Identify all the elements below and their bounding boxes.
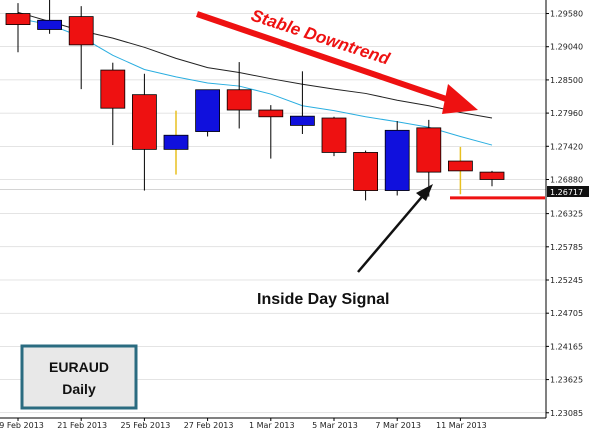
- signal-arrow: [357, 184, 433, 273]
- x-tick-label: 25 Feb 2013: [121, 421, 171, 430]
- candle: [479, 170, 505, 187]
- grid-lines: [0, 13, 546, 414]
- y-tick-label: 1.28500: [550, 76, 583, 85]
- y-tick-label: 1.27420: [550, 142, 583, 151]
- y-tick-label: 1.23085: [550, 409, 583, 418]
- candle: [416, 119, 442, 197]
- candle: [5, 3, 31, 53]
- candle-body: [447, 160, 473, 172]
- y-tick-label: 1.23625: [550, 376, 583, 385]
- x-tick-label: 11 Mar 2013: [436, 421, 487, 430]
- candle-body: [5, 13, 31, 25]
- candle-body: [195, 89, 221, 132]
- candle-body: [68, 16, 94, 46]
- candle-body: [37, 19, 62, 30]
- candle: [447, 146, 473, 195]
- current-price-tag-box: [547, 186, 589, 197]
- x-tick-label: 1 Mar 2013: [249, 421, 295, 430]
- y-tick-label: 1.24165: [550, 342, 583, 351]
- y-tick-label: 1.24705: [550, 309, 583, 318]
- x-tick-label: 5 Mar 2013: [312, 421, 358, 430]
- x-tick-label: 27 Feb 2013: [184, 421, 234, 430]
- x-axis: 19 Feb 2013 21 Feb 2013 25 Feb 2013 27 Feb …: [0, 418, 487, 430]
- candle: [100, 62, 126, 146]
- candle-body: [353, 152, 379, 191]
- moving-average-line: [17, 11, 493, 119]
- x-tick-label: 21 Feb 2013: [57, 421, 107, 430]
- symbol-badge-frame: [20, 344, 138, 410]
- moving-average-line: [17, 17, 493, 146]
- y-tick-label: 1.29040: [550, 43, 583, 52]
- moving-averages: [17, 11, 493, 146]
- candle: [289, 71, 315, 135]
- symbol-badge: EURAUD Daily: [20, 344, 138, 410]
- candle-body: [289, 115, 315, 126]
- x-tick-label: 7 Mar 2013: [375, 421, 421, 430]
- x-tick-label: 19 Feb 2013: [0, 421, 44, 430]
- candle-body: [100, 69, 126, 109]
- candle-body: [321, 117, 347, 153]
- candle: [384, 121, 410, 196]
- candle: [226, 62, 252, 129]
- candle-body: [226, 89, 252, 111]
- candle: [258, 105, 284, 159]
- candle-body: [258, 109, 284, 118]
- symbol-badge-timeframe: Daily: [62, 381, 96, 397]
- downtrend-arrow-head: [442, 84, 478, 114]
- candle-body: [416, 127, 442, 173]
- candles: [5, 0, 505, 201]
- signal-arrow-head: [416, 184, 433, 201]
- candle-body: [479, 171, 505, 180]
- candle: [195, 89, 221, 137]
- y-tick-label: 1.26880: [550, 175, 583, 184]
- signal-arrow-shaft: [357, 191, 427, 273]
- candle: [68, 6, 94, 90]
- candle: [163, 110, 189, 175]
- candle: [321, 116, 347, 157]
- y-tick-label: 1.25785: [550, 243, 583, 252]
- candle: [131, 73, 157, 191]
- downtrend-arrow-shaft: [196, 11, 459, 106]
- y-tick-label: 1.29580: [550, 10, 583, 19]
- downtrend-arrow: [196, 11, 478, 114]
- candle-body: [384, 129, 410, 191]
- annotation-signal-label: Inside Day Signal: [257, 291, 389, 308]
- current-price-tag-label: 1.26717: [550, 188, 583, 197]
- y-axis: 1.29580 1.29040 1.28500 1.27960 1.27420 1.268…: [546, 10, 583, 418]
- symbol-badge-symbol: EURAUD: [49, 359, 109, 375]
- candle: [353, 150, 379, 201]
- candle-body: [163, 134, 189, 150]
- candle: [37, 0, 62, 34]
- y-tick-label: 1.26325: [550, 210, 583, 219]
- y-tick-label: 1.25245: [550, 276, 583, 285]
- y-tick-label: 1.27960: [550, 109, 583, 118]
- current-price-tag: 1.26717: [547, 186, 589, 197]
- candle-body: [131, 94, 157, 150]
